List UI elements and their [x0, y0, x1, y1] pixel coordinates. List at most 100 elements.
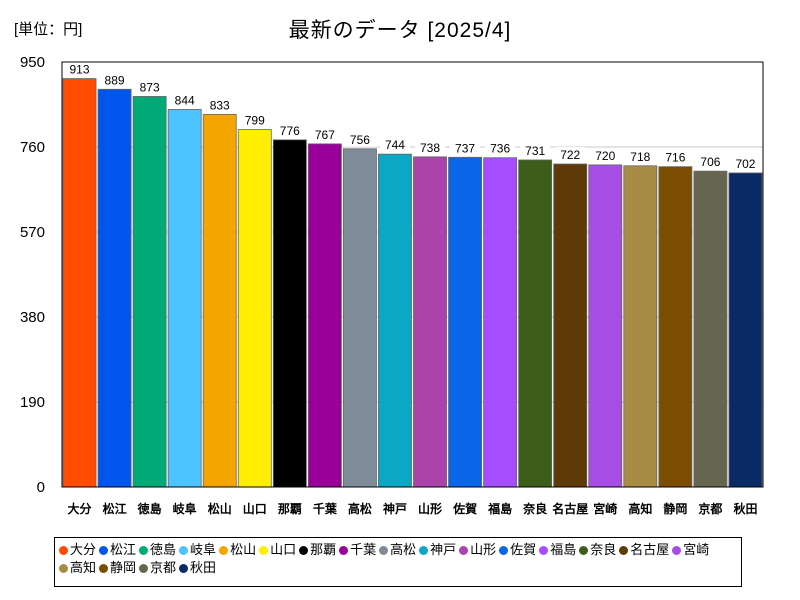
- bar: [167, 109, 202, 488]
- bar: [448, 156, 482, 488]
- value-label: 702: [735, 157, 755, 171]
- legend-label: 神戸: [430, 542, 457, 557]
- value-label-bg: [450, 140, 481, 156]
- value-label-bg: [204, 97, 235, 113]
- x-tick-label: 京都: [698, 501, 722, 516]
- legend-label: 徳島: [150, 542, 177, 557]
- legend-label: 那覇: [310, 542, 337, 557]
- chart-title: 最新のデータ [2025/4]: [288, 19, 512, 42]
- bar: [588, 164, 623, 488]
- legend-item: 高松: [379, 541, 416, 559]
- legend: 大分 松江 徳島 岐阜 松山 山口 那覇 千葉 高松 神戸 山形 佐賀 福島 奈良 名古屋 宮崎高知 静岡 京都秋…: [54, 537, 742, 587]
- plot-area-border: [61, 61, 764, 488]
- legend-item: 徳島: [139, 541, 176, 559]
- x-tick-label: 神戸: [383, 501, 407, 516]
- legend-label: 奈良: [590, 542, 617, 557]
- x-tick-label: 松江: [103, 501, 127, 516]
- legend-item: 那覇: [299, 541, 336, 559]
- legend-item: 岐阜: [179, 541, 216, 559]
- bar: [307, 143, 342, 488]
- value-label-bg: [555, 147, 586, 162]
- legend-label: 京都: [150, 560, 177, 575]
- value-label-bg: [134, 79, 165, 95]
- bar: [237, 129, 272, 488]
- legend-dot-icon: [219, 546, 229, 555]
- legend-dot-icon: [259, 546, 269, 555]
- y-tick-label: 760: [20, 139, 45, 156]
- value-label: 799: [245, 114, 265, 128]
- value-label: 844: [175, 93, 195, 107]
- legend-dot-icon: [419, 546, 429, 555]
- legend-item: 京都: [139, 559, 176, 577]
- x-tick-label: 佐賀: [452, 501, 477, 516]
- value-label: 722: [560, 148, 580, 162]
- legend-dot-icon: [619, 546, 629, 555]
- legend-item: 福島: [539, 541, 576, 559]
- bar: [97, 88, 132, 488]
- grid-lines: [62, 61, 763, 488]
- legend-label: 高知: [70, 560, 97, 575]
- bar: [658, 166, 693, 488]
- value-label-bg: [415, 139, 446, 155]
- value-label: 716: [665, 151, 685, 165]
- value-label-bg: [309, 126, 340, 142]
- bar: [202, 113, 237, 488]
- legend-dot-icon: [139, 546, 149, 555]
- legend-label: 高松: [390, 542, 417, 557]
- legend-dot-icon: [59, 564, 68, 573]
- legend-label: 大分: [70, 542, 97, 557]
- legend-item: 神戸: [419, 541, 456, 559]
- legend-label: 福島: [550, 542, 577, 557]
- bar-chart: 913 889 873 844 833 799 776 767 756 744 738 737 736 7…: [20, 54, 764, 516]
- x-tick-label: 静岡: [663, 501, 687, 516]
- legend-dot-icon: [179, 546, 189, 555]
- bar: [132, 96, 167, 488]
- legend-item: 宮崎: [672, 541, 709, 559]
- bar: [623, 165, 658, 488]
- x-tick-label: 宮崎: [593, 501, 617, 516]
- legend-item: 高知: [59, 559, 96, 577]
- x-tick-label: 奈良: [522, 501, 547, 516]
- x-tick-label: 名古屋: [552, 501, 588, 516]
- legend-label: 名古屋: [630, 542, 670, 557]
- legend-label: 松山: [230, 542, 257, 557]
- legend-item: 大分: [59, 541, 96, 559]
- legend-item: 佐賀: [499, 541, 536, 559]
- value-label: 706: [700, 155, 720, 169]
- value-label: 913: [70, 63, 90, 77]
- value-label-bg: [590, 147, 621, 163]
- value-label-bg: [379, 137, 410, 153]
- y-tick-label: 950: [20, 54, 45, 71]
- value-label: 776: [280, 124, 300, 138]
- bar: [553, 163, 588, 488]
- x-tick-label: 岐阜: [173, 501, 197, 516]
- legend-label: 佐賀: [510, 542, 537, 557]
- legend-item: 山形: [459, 541, 496, 559]
- legend-dot-icon: [99, 546, 109, 555]
- x-tick-label: 山口: [243, 501, 267, 516]
- bar: [483, 157, 518, 488]
- axes: 0 190 380 570 760 950 大分 松江 徳島 岐阜 松山 山口 那覇 千葉 高松 神戸 山形 佐賀…: [20, 54, 764, 516]
- value-label-bg: [344, 131, 375, 147]
- x-tick-label: 徳島: [137, 501, 162, 516]
- legend-item: 名古屋: [619, 541, 669, 559]
- legend-label: 宮崎: [683, 542, 710, 557]
- x-tick-label: 高知: [628, 501, 652, 516]
- legend-dot-icon: [579, 546, 589, 555]
- legend-item: 松山: [219, 541, 256, 559]
- legend-item: 秋田: [179, 559, 216, 577]
- bar: [413, 156, 447, 488]
- bar: [728, 172, 763, 488]
- legend-label: 秋田: [190, 560, 217, 575]
- unit-label: [単位：円]: [14, 21, 83, 38]
- bar: [518, 159, 553, 488]
- y-tick-label: 0: [37, 479, 45, 496]
- bar: [342, 148, 377, 488]
- legend-dot-icon: [459, 546, 469, 555]
- value-label: 720: [595, 149, 615, 163]
- y-tick-label: 190: [20, 394, 45, 411]
- value-label: 889: [105, 73, 125, 87]
- legend-label: 山形: [470, 542, 497, 557]
- legend-dot-icon: [379, 546, 389, 555]
- legend-item: 千葉: [339, 541, 376, 559]
